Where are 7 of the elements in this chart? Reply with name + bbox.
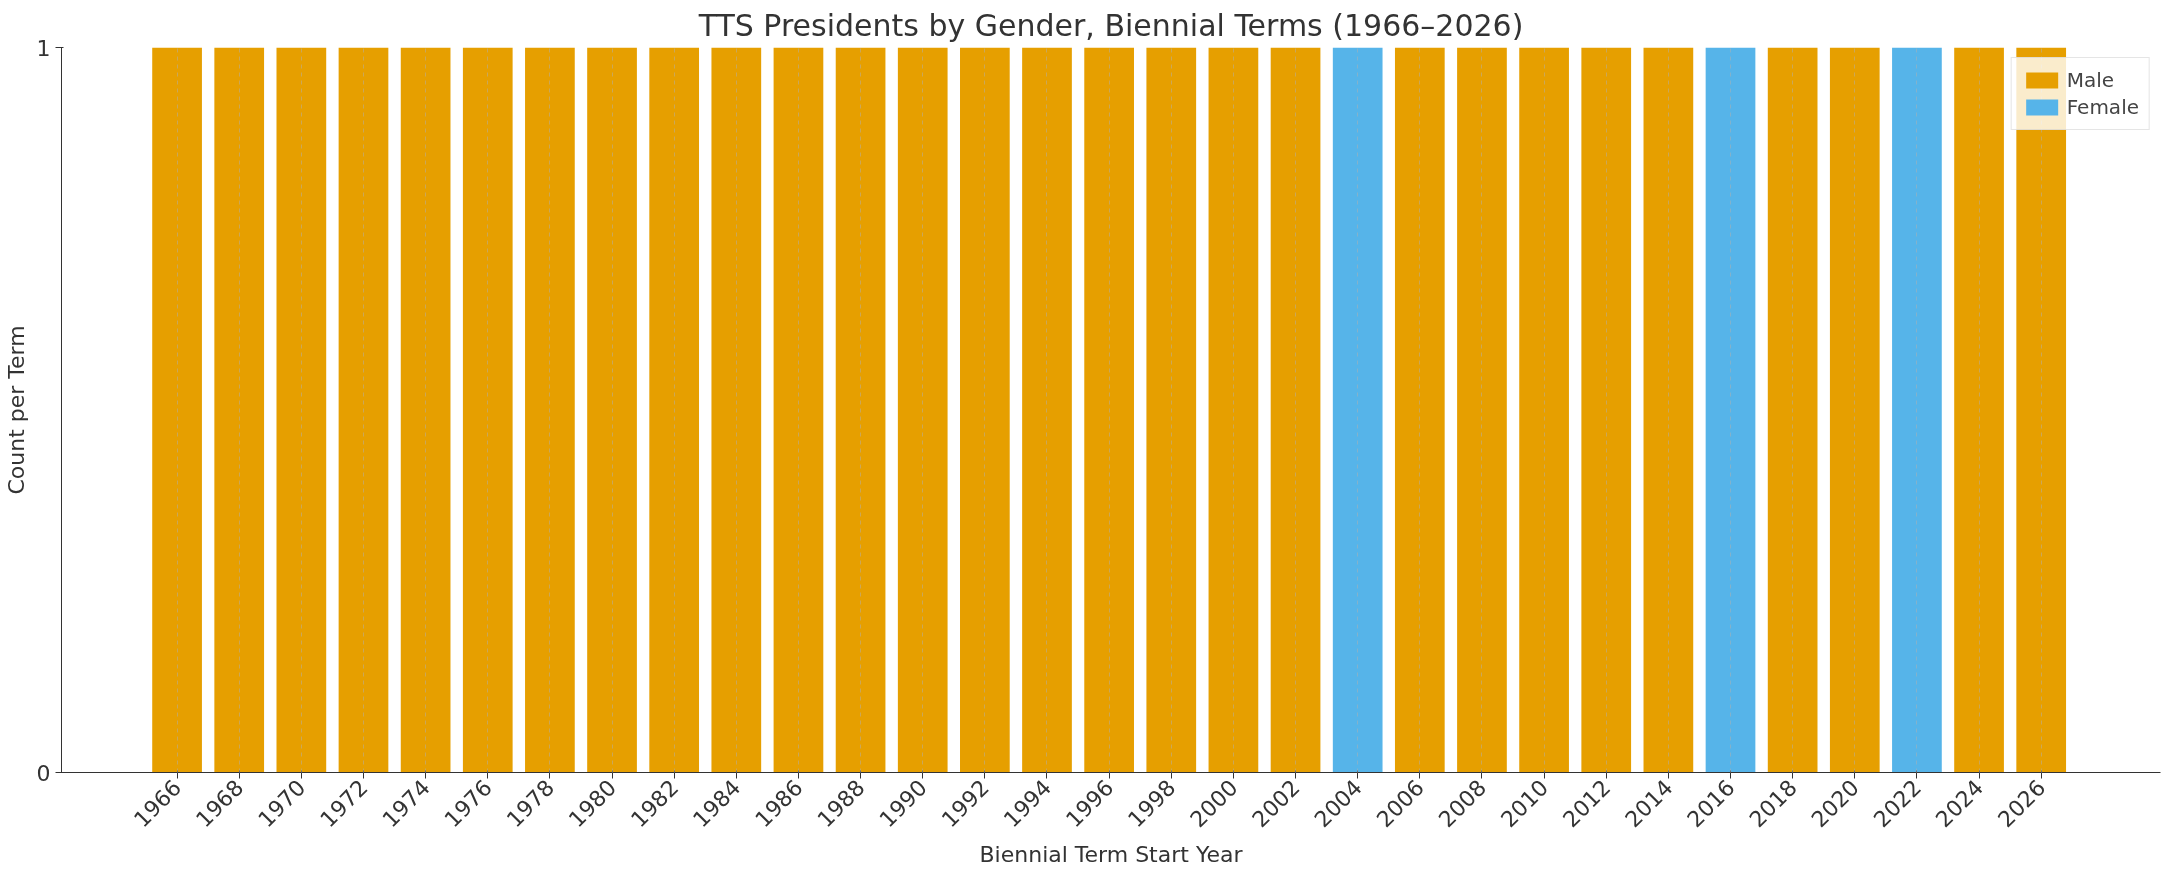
legend-label: Female <box>2066 95 2139 119</box>
x-axis-title: Biennial Term Start Year <box>979 842 1244 868</box>
chart-title: TTS Presidents by Gender, Biennial Terms (1966–2026) <box>697 7 1524 43</box>
y-axis-title: Count per Term <box>3 325 29 495</box>
y-tick-label: 0 <box>36 760 51 786</box>
legend-label: Male <box>2066 68 2115 92</box>
y-tick-label: 1 <box>36 35 51 61</box>
